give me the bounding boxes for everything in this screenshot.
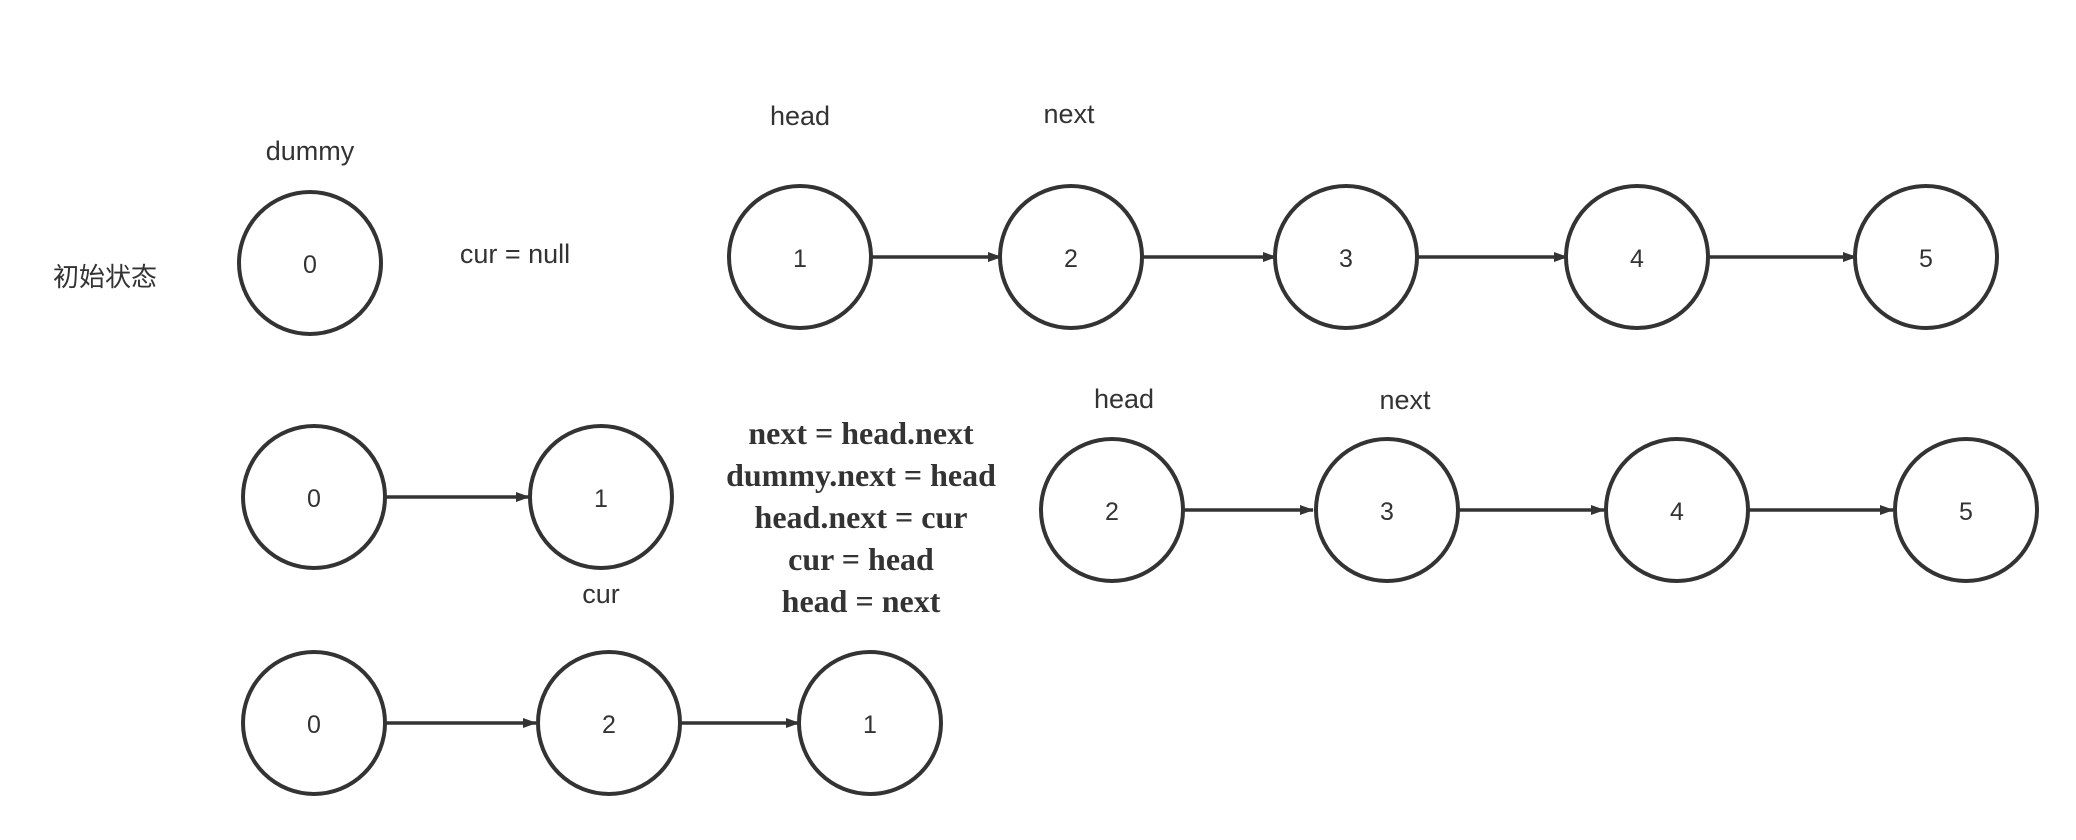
- svg-text:1: 1: [793, 245, 807, 273]
- code-line-1: next = head.next: [748, 415, 974, 451]
- row1-node-3: 3: [1273, 184, 1419, 330]
- row1-next-label: next: [1043, 99, 1095, 129]
- svg-text:1: 1: [863, 711, 877, 739]
- row1-head-label: head: [770, 101, 830, 131]
- svg-text:5: 5: [1959, 498, 1973, 526]
- svg-text:4: 4: [1630, 245, 1644, 273]
- code-block: next = head.next dummy.next = head head.…: [726, 415, 996, 619]
- row2-node-0: 0: [241, 424, 387, 570]
- svg-text:3: 3: [1380, 498, 1394, 526]
- row3-node-1: 1: [797, 650, 943, 796]
- code-line-5: head = next: [782, 583, 941, 619]
- code-line-3: head.next = cur: [755, 499, 968, 535]
- dummy-node: 0: [237, 190, 383, 336]
- row3-node-2: 2: [536, 650, 682, 796]
- row2-cur-label: cur: [582, 579, 620, 609]
- svg-text:3: 3: [1339, 245, 1353, 273]
- cur-null-label: cur = null: [460, 239, 570, 269]
- svg-text:2: 2: [602, 711, 616, 739]
- row2-right-node-5: 5: [1893, 437, 2039, 583]
- dummy-label: dummy: [266, 136, 355, 166]
- row2-node-1: 1: [528, 424, 674, 570]
- row2-right-node-2: 2: [1039, 437, 1185, 583]
- row2-next-label: next: [1379, 385, 1431, 415]
- row1-node-5: 5: [1853, 184, 1999, 330]
- row1-node-4: 4: [1564, 184, 1710, 330]
- svg-text:2: 2: [1105, 498, 1119, 526]
- svg-text:1: 1: [594, 485, 608, 513]
- svg-text:0: 0: [307, 711, 321, 739]
- row3-node-0: 0: [241, 650, 387, 796]
- svg-text:5: 5: [1919, 245, 1933, 273]
- row2-head-label: head: [1094, 384, 1154, 414]
- code-line-4: cur = head: [788, 541, 934, 577]
- initial-state-label: 初始状态: [53, 263, 157, 293]
- row2-right-node-4: 4: [1604, 437, 1750, 583]
- svg-text:0: 0: [303, 251, 317, 279]
- row1-node-1: 1: [727, 184, 873, 330]
- svg-text:4: 4: [1670, 498, 1684, 526]
- row1-node-2: 2: [998, 184, 1144, 330]
- svg-text:2: 2: [1064, 245, 1078, 273]
- code-line-2: dummy.next = head: [726, 457, 996, 493]
- svg-text:0: 0: [307, 485, 321, 513]
- row2-right-node-3: 3: [1314, 437, 1460, 583]
